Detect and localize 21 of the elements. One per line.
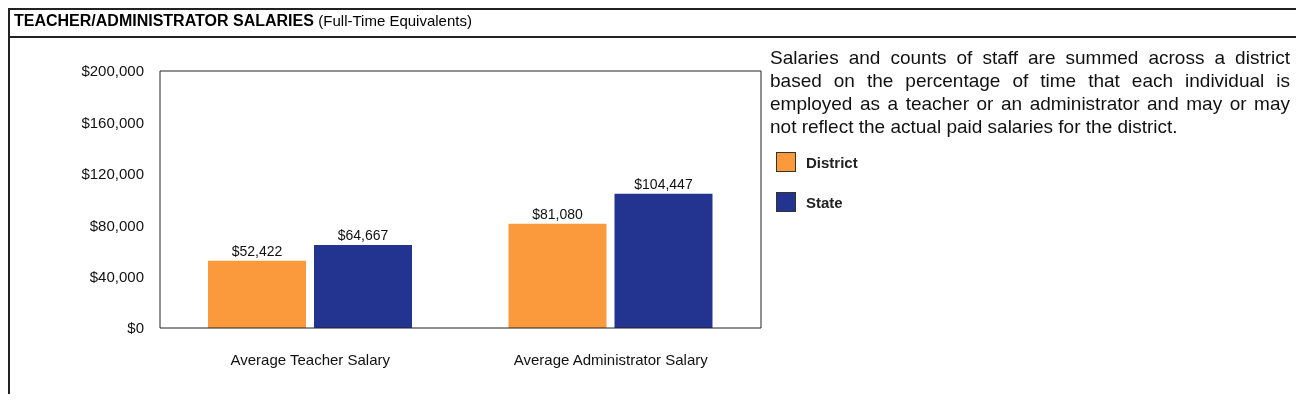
data-label: $104,447	[634, 175, 693, 192]
legend-label: District	[806, 153, 858, 171]
y-tick-label: $40,000	[89, 267, 144, 285]
y-tick-label: $120,000	[81, 165, 144, 183]
bar	[208, 260, 306, 328]
x-tick-label: Average Teacher Salary	[230, 350, 391, 368]
chart-subtitle: (Full-Time Equivalents)	[318, 12, 472, 29]
data-label: $52,422	[231, 242, 283, 259]
y-tick-label: $200,000	[81, 62, 144, 80]
x-tick-label: Average Administrator Salary	[513, 350, 709, 368]
data-label: $81,080	[532, 205, 584, 222]
legend-label: State	[806, 193, 843, 211]
y-tick-label: $160,000	[81, 113, 144, 131]
chart-title: TEACHER/ADMINISTRATOR SALARIES	[14, 12, 314, 29]
data-label: $64,667	[337, 226, 389, 243]
bar	[614, 193, 713, 328]
bar	[314, 244, 412, 328]
y-tick-label: $0	[127, 319, 144, 337]
y-tick-label: $80,000	[89, 216, 144, 234]
bar	[508, 223, 607, 328]
text: Salaries and counts of staff are summed across a district based on the percentage of time that each individual is employed as a teacher or an administrator and may or may not reflect the actual paid salaries for the district.	[770, 46, 1290, 138]
